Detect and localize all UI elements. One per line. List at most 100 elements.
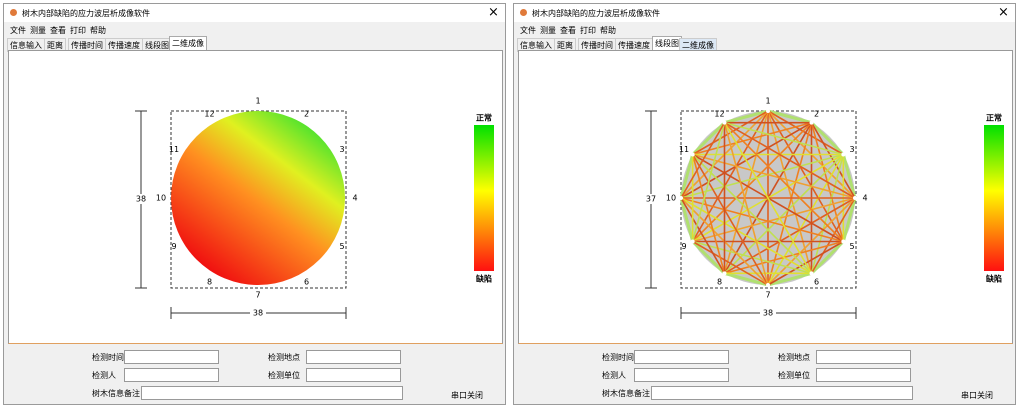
width-label: 38: [253, 309, 263, 318]
close-button[interactable]: ×: [998, 5, 1009, 20]
text-input[interactable]: [634, 368, 729, 382]
form-label: 检测单位: [268, 371, 300, 380]
text-input[interactable]: [124, 350, 219, 364]
sensor-label: 11: [169, 145, 179, 154]
tab[interactable]: 二维成像: [679, 38, 717, 52]
sensor-label: 4: [352, 194, 357, 203]
menu-item[interactable]: 查看: [560, 26, 576, 35]
path-line: [724, 121, 856, 199]
menu-item[interactable]: 帮助: [600, 26, 616, 35]
sensor-label: 4: [862, 194, 867, 203]
form-label: 检测单位: [778, 371, 810, 380]
text-input[interactable]: [141, 386, 403, 400]
menu-item[interactable]: 打印: [580, 26, 596, 35]
app-icon: [10, 9, 17, 16]
form-label: 检测时间: [602, 353, 634, 362]
form-label: 树木信息备注: [602, 389, 650, 398]
menu-item[interactable]: 查看: [50, 26, 66, 35]
path-line: [691, 122, 726, 242]
path-line: [680, 197, 726, 274]
sensor-dot: [679, 196, 683, 200]
path-line: [723, 153, 844, 274]
sensor-label: 1: [255, 97, 260, 106]
sensor-label: 8: [717, 278, 722, 287]
sensor-label: 8: [207, 278, 212, 287]
sensor-label: 5: [849, 242, 854, 251]
legend-bottom: 缺陷: [985, 274, 1002, 284]
window-title: 树木内部缺陷的应力波层析成像软件: [532, 9, 660, 18]
sensor-dot: [853, 196, 857, 200]
path-line: [723, 122, 813, 274]
menu-item[interactable]: 文件: [10, 26, 26, 35]
path-line: [680, 122, 726, 199]
text-input[interactable]: [634, 350, 729, 364]
tab[interactable]: 距离: [44, 38, 66, 52]
menu-item[interactable]: 打印: [70, 26, 86, 35]
path-line: [680, 197, 812, 275]
path-line: [767, 122, 813, 286]
frame-box: [170, 110, 347, 289]
legend-bottom: 缺陷: [475, 274, 492, 284]
sensor-dot: [722, 120, 727, 125]
tab[interactable]: 距离: [554, 38, 576, 52]
sensor-label: 11: [679, 145, 689, 154]
path-line: [691, 154, 726, 274]
legend-bar: [984, 125, 1004, 271]
tab[interactable]: 二维成像: [169, 36, 207, 50]
sensor-label: 9: [171, 242, 176, 251]
path-line: [692, 197, 856, 243]
path-line: [692, 122, 813, 243]
sensor-label: 2: [304, 109, 309, 118]
path-line: [691, 154, 769, 286]
menu-item[interactable]: 测量: [540, 26, 556, 35]
text-input[interactable]: [306, 350, 401, 364]
sensor-dot: [722, 271, 727, 276]
title-bar: 树木内部缺陷的应力波层析成像软件 ×: [514, 4, 1015, 22]
sensor-label: 5: [339, 242, 344, 251]
legend-top: 正常: [476, 113, 492, 123]
text-input[interactable]: [816, 368, 911, 382]
sensor-label: 7: [255, 291, 260, 300]
serial-button[interactable]: 串口关闭: [961, 391, 993, 400]
legend-top: 正常: [986, 113, 1002, 123]
text-input[interactable]: [124, 368, 219, 382]
sensor-label: 6: [814, 278, 819, 287]
form-label: 树木信息备注: [92, 389, 140, 398]
sensor-label: 1: [765, 97, 770, 106]
text-input[interactable]: [306, 368, 401, 382]
sensor-label: 10: [666, 194, 676, 203]
sensor-dot: [690, 152, 695, 157]
label-bg: [133, 194, 149, 204]
form-label: 检测人: [602, 371, 626, 380]
sensor-label: 12: [204, 109, 214, 118]
sensor-dot: [690, 239, 695, 244]
sensor-label: 7: [765, 291, 770, 300]
path-line: [692, 153, 856, 199]
sensor-dot: [809, 271, 814, 276]
path-line: [767, 110, 813, 274]
sensor-label: 3: [339, 145, 344, 154]
label-bg: [250, 308, 266, 318]
sensor-dot: [766, 109, 770, 113]
text-input[interactable]: [651, 386, 913, 400]
path-line: [692, 153, 813, 274]
serial-button[interactable]: 串口关闭: [451, 391, 483, 400]
sensor-label: 6: [304, 278, 309, 287]
window: 树木内部缺陷的应力波层析成像软件 × 文件 测量 查看 打印 帮助 信息输入 距离 传播时间 传播速…: [513, 3, 1016, 405]
tomography-image: [171, 111, 345, 285]
menu-item[interactable]: 帮助: [90, 26, 106, 35]
legend-bar: [474, 125, 494, 271]
menu-item[interactable]: 文件: [520, 26, 536, 35]
title-bar: 树木内部缺陷的应力波层析成像软件 ×: [4, 4, 505, 22]
menu-item[interactable]: 测量: [30, 26, 46, 35]
sensor-label: 2: [814, 109, 819, 118]
text-input[interactable]: [816, 350, 911, 364]
path-line: [680, 197, 844, 243]
window-title: 树木内部缺陷的应力波层析成像软件: [22, 9, 150, 18]
form-label: 检测时间: [92, 353, 124, 362]
sensor-dot: [809, 120, 814, 125]
close-button[interactable]: ×: [488, 5, 499, 20]
sensor-dot: [841, 152, 846, 157]
